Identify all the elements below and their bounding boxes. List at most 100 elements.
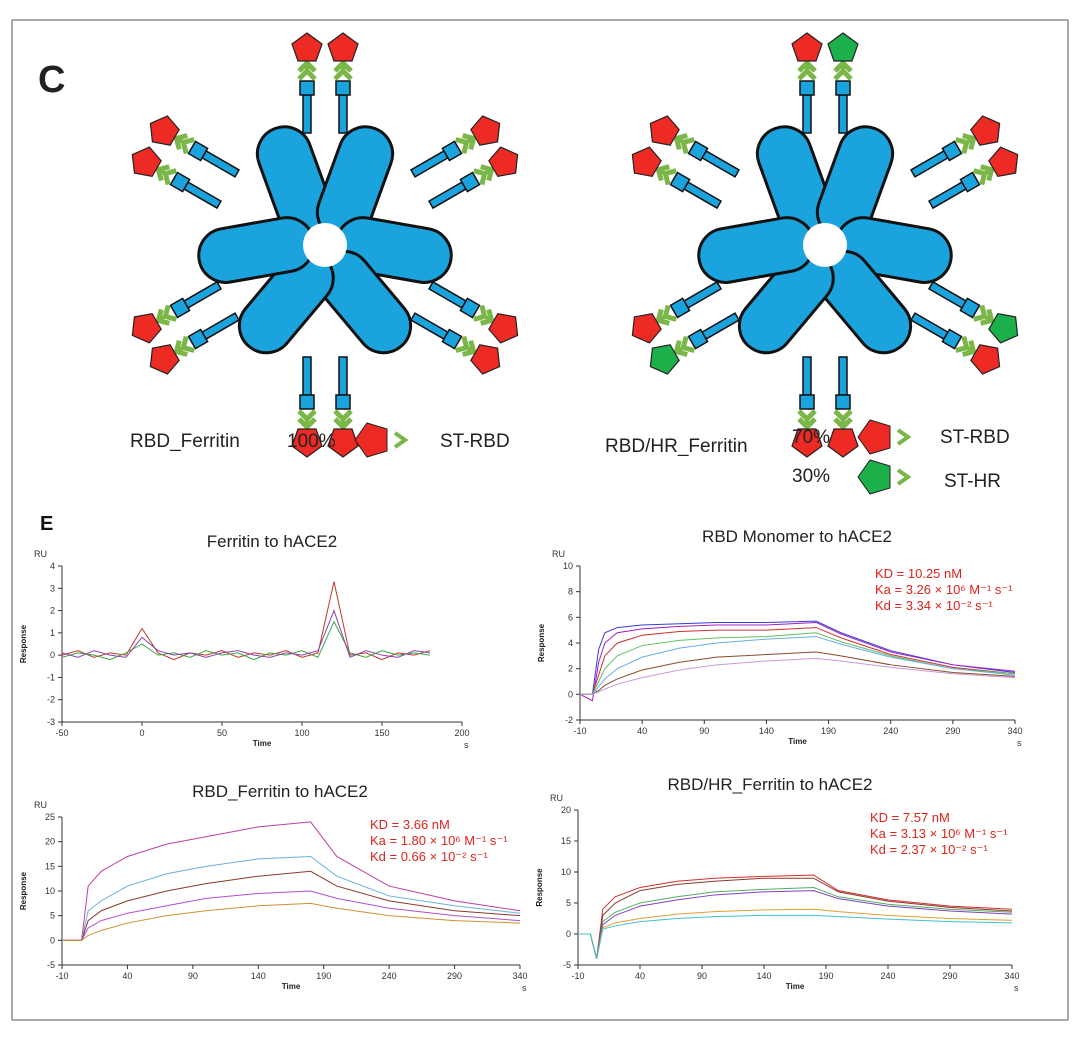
x-axis-label: Time: [786, 982, 805, 991]
x-tick-label: 40: [635, 971, 645, 981]
y-tick-label: -3: [47, 717, 55, 727]
y-tick-label: 4: [568, 638, 573, 648]
y-tick-label: 3: [50, 583, 55, 593]
y-tick-label: 10: [45, 886, 55, 896]
y-axis-label: Response: [19, 871, 28, 910]
x-tick-label: 290: [447, 971, 462, 981]
y-tick-label: 15: [561, 836, 571, 846]
x-tick-label: 190: [818, 971, 833, 981]
x-tick-label: 240: [880, 971, 895, 981]
chart-title: RBD Monomer to hACE2: [702, 527, 892, 546]
sensorgram: [578, 890, 1013, 959]
x-axis-label: Time: [788, 737, 807, 746]
x-tick-label: 190: [316, 971, 331, 981]
percent: 30%: [792, 466, 830, 487]
y-tick-label: 1: [50, 628, 55, 638]
y-axis-label: Response: [19, 624, 28, 663]
sensorgram: [62, 902, 521, 941]
kinetics-annotation: Kd = 0.66 × 10⁻² s⁻¹: [370, 849, 488, 864]
x-tick-label: 290: [945, 726, 960, 736]
legend-icon: [856, 418, 910, 456]
sensorgram: [578, 874, 1013, 959]
x-tick-label: 140: [251, 971, 266, 981]
y-axis-label: Response: [535, 868, 544, 907]
y-tick-label: -2: [565, 715, 573, 725]
y-tick-label: 0: [568, 689, 573, 699]
y-unit: RU: [550, 793, 563, 803]
y-axis-label: Response: [537, 623, 546, 662]
y-tick-label: -2: [47, 695, 55, 705]
y-tick-label: 5: [50, 911, 55, 921]
sensorgram: [62, 890, 521, 941]
y-tick-label: 0: [50, 935, 55, 945]
x-tick-label: -10: [571, 971, 584, 981]
x-tick-label: 340: [512, 971, 527, 981]
y-tick-label: 6: [568, 612, 573, 622]
x-tick-label: 0: [139, 728, 144, 738]
component: ST-HR: [944, 471, 1001, 492]
x-tick-label: 140: [759, 726, 774, 736]
x-tick-label: 50: [217, 728, 227, 738]
kinetics-annotation: Kd = 3.34 × 10⁻² s⁻¹: [875, 598, 993, 613]
sensorgram: [579, 621, 1016, 702]
x-tick-label: 100: [294, 728, 309, 738]
nanoparticle-right: [625, 33, 1025, 457]
y-tick-label: 2: [50, 606, 55, 616]
kinetics-annotation: Ka = 3.13 × 10⁶ M⁻¹ s⁻¹: [870, 826, 1008, 841]
chart-title: Ferritin to hACE2: [207, 532, 337, 551]
y-tick-label: 8: [568, 587, 573, 597]
y-tick-label: 5: [566, 898, 571, 908]
x-tick-label: 150: [374, 728, 389, 738]
construct-name: RBD/HR_Ferritin: [605, 436, 748, 457]
y-tick-label: 0: [566, 929, 571, 939]
sensorgram: [580, 632, 1016, 695]
x-tick-label: 90: [699, 726, 709, 736]
x-unit: s: [464, 740, 469, 750]
y-tick-label: 15: [45, 861, 55, 871]
legend-icon: [353, 421, 407, 459]
sensorgram: [61, 620, 431, 661]
y-tick-label: 2: [568, 664, 573, 674]
y-tick-label: 20: [561, 805, 571, 815]
panel-label: E: [40, 513, 53, 535]
sensorgram: [580, 636, 1016, 695]
construct-name: RBD_Ferritin: [130, 431, 240, 452]
y-tick-label: 10: [561, 867, 571, 877]
kinetics-annotation: Ka = 1.80 × 10⁶ M⁻¹ s⁻¹: [370, 833, 508, 848]
x-tick-label: 90: [697, 971, 707, 981]
chart-title: RBD_Ferritin to hACE2: [192, 782, 368, 801]
y-tick-label: -5: [47, 960, 55, 970]
sensorgram: [580, 620, 1016, 695]
component: ST-RBD: [440, 431, 510, 452]
y-tick-label: -1: [47, 672, 55, 682]
kinetics-annotation: KD = 10.25 nM: [875, 566, 962, 581]
y-tick-label: -5: [563, 960, 571, 970]
x-tick-label: 200: [454, 728, 469, 738]
x-axis-label: Time: [282, 982, 301, 991]
sensorgram: [580, 657, 1016, 695]
sensorgram: [61, 581, 431, 661]
percent: 100%: [287, 431, 336, 452]
x-tick-label: -50: [55, 728, 68, 738]
kinetics-annotation: KD = 7.57 nM: [870, 810, 950, 825]
x-unit: s: [1017, 738, 1022, 748]
x-tick-label: 240: [883, 726, 898, 736]
x-tick-label: 340: [1007, 726, 1022, 736]
x-tick-label: 90: [188, 971, 198, 981]
sensorgram: [578, 886, 1013, 959]
kinetics-annotation: KD = 3.66 nM: [370, 817, 450, 832]
x-tick-label: 340: [1004, 971, 1019, 981]
x-tick-label: 40: [122, 971, 132, 981]
sensorgram: [578, 914, 1013, 959]
kinetics-annotation: Ka = 3.26 × 10⁶ M⁻¹ s⁻¹: [875, 582, 1013, 597]
y-unit: RU: [34, 549, 47, 559]
x-axis-label: Time: [253, 739, 272, 748]
sensorgram: [62, 821, 521, 941]
frame: [11, 19, 1069, 1021]
x-unit: s: [1014, 983, 1019, 993]
x-tick-label: 40: [637, 726, 647, 736]
chart-title: RBD/HR_Ferritin to hACE2: [667, 775, 872, 794]
y-tick-label: 10: [563, 561, 573, 571]
x-tick-label: -10: [573, 726, 586, 736]
x-tick-label: 190: [821, 726, 836, 736]
